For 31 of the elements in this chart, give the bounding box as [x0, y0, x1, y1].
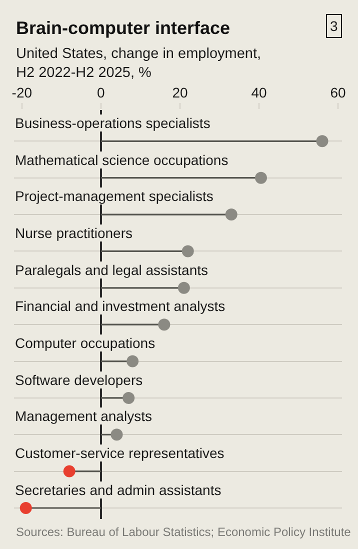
point	[178, 282, 190, 294]
y-tick-label: Nurse practitioners	[15, 225, 132, 241]
x-tick-label: 40	[251, 84, 268, 100]
point	[158, 318, 170, 331]
y-tick-label: Customer-service representatives	[15, 445, 224, 461]
y-tick-label: Secretaries and admin assistants	[15, 482, 222, 498]
source-note: Sources: Bureau of Labour Statistics; Economic Policy Institute	[16, 525, 352, 539]
y-tick-label: Project-management specialists	[15, 188, 214, 204]
point	[126, 355, 139, 368]
point	[254, 172, 267, 184]
y-tick-label: Business-operations specialists	[15, 115, 210, 131]
point	[20, 502, 32, 514]
point	[63, 465, 76, 478]
point	[225, 208, 238, 221]
chart-title: Brain-computer interface	[16, 18, 230, 38]
y-tick-label: Paralegals and legal assistants	[15, 262, 208, 278]
y-tick-label: Management analysts	[15, 408, 152, 424]
y-tick-label: Mathematical science occupations	[15, 152, 228, 168]
y-tick-label: Computer occupations	[15, 335, 156, 351]
x-tick-label: 60	[330, 84, 346, 100]
y-tick-label: Financial and investment analysts	[15, 298, 226, 314]
x-tick-label: 0	[97, 84, 106, 100]
point	[122, 392, 135, 404]
chart-subtitle: United States, change in employment, H2 2022-H2 2025, %	[16, 46, 262, 81]
point	[110, 428, 123, 441]
point	[316, 135, 328, 148]
x-tick-label: -20	[12, 84, 32, 100]
x-tick-label: 20	[172, 84, 188, 100]
y-tick-label: Software developers	[15, 372, 143, 388]
point	[182, 245, 194, 258]
text: 3	[330, 18, 338, 34]
